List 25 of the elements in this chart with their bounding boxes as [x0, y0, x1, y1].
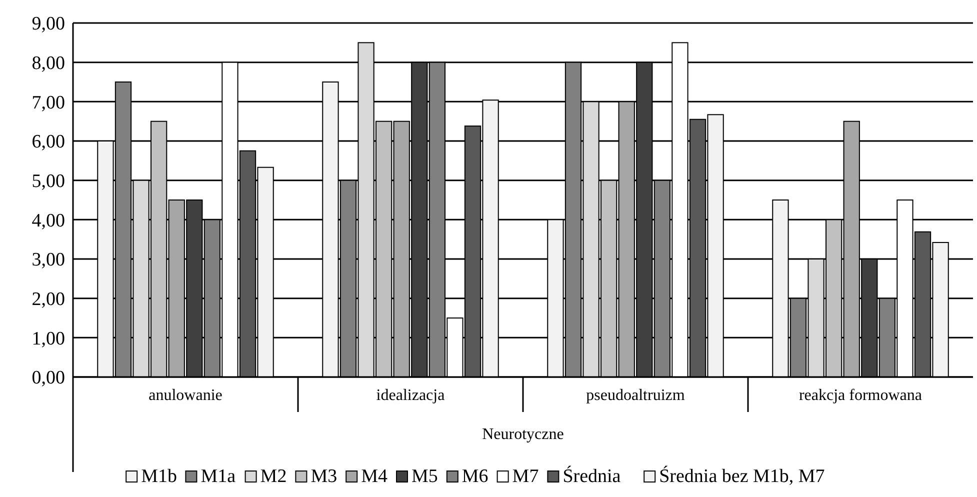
- legend-label: M6: [462, 466, 488, 487]
- legend-label: M4: [361, 466, 388, 487]
- x-tick-label: reakcja formowana: [798, 387, 922, 404]
- y-tick-label: 0,00: [32, 368, 65, 389]
- y-tick-label: 9,00: [32, 14, 65, 35]
- legend-label: M2: [260, 466, 287, 487]
- legend-label: M1b: [141, 466, 178, 487]
- x-tick-label: pseudoaltruizm: [586, 387, 686, 404]
- y-tick-label: 5,00: [32, 170, 65, 192]
- x-tick-label: idealizacja: [376, 387, 445, 404]
- legend-label: M1a: [200, 466, 236, 487]
- x-axis-title: Neurotyczne: [482, 426, 564, 443]
- legend-label: Średnia bez M1b, M7: [659, 465, 825, 487]
- y-tick-label: 7,00: [32, 92, 65, 114]
- legend-label: M7: [512, 466, 539, 487]
- legend-label: M3: [310, 466, 338, 487]
- y-tick-label: 2,00: [32, 288, 65, 310]
- legend-label: M5: [412, 466, 438, 487]
- x-tick-label: anulowanie: [148, 387, 222, 404]
- y-tick-label: 8,00: [32, 52, 65, 74]
- y-tick-label: 4,00: [32, 210, 65, 232]
- y-tick-label: 3,00: [32, 250, 65, 271]
- legend-label: Średnia: [562, 465, 622, 487]
- y-tick-label: 1,00: [32, 328, 65, 350]
- y-tick-label: 6,00: [32, 132, 65, 153]
